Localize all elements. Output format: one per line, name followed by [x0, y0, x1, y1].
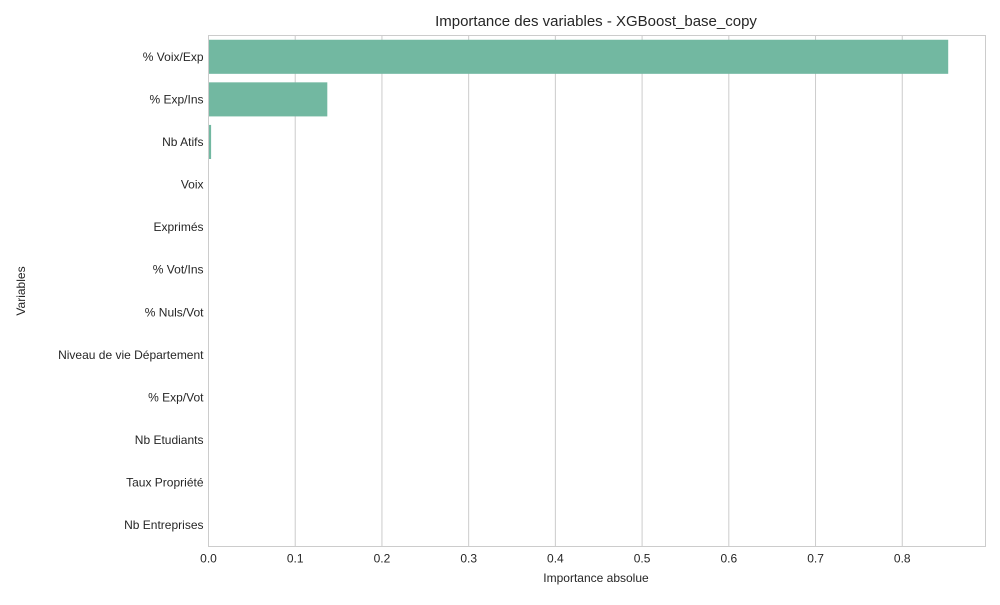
y-tick-label: Niveau de vie Département — [58, 348, 204, 362]
chart-title: Importance des variables - XGBoost_base_… — [435, 13, 757, 30]
x-axis-label: Importance absolue — [543, 571, 649, 585]
x-tick-label: 0.6 — [720, 552, 737, 566]
x-tick-label: 0.8 — [894, 552, 911, 566]
y-tick-label: Voix — [181, 178, 204, 192]
bar-exp-ins — [208, 82, 328, 117]
y-tick-label: Taux Propriété — [126, 476, 204, 490]
x-tick-label: 0.0 — [200, 552, 217, 566]
grid — [208, 35, 903, 547]
x-tick-label: 0.1 — [287, 552, 304, 566]
x-tick-label: 0.4 — [547, 552, 564, 566]
y-tick-labels: % Voix/Exp % Exp/Ins Nb Atifs Voix Exprimés%… — [58, 50, 204, 532]
x-tick-label: 0.2 — [374, 552, 391, 566]
bar-nb-atifs — [208, 124, 212, 159]
y-tick-label: Nb Etudiants — [135, 433, 204, 447]
y-tick-label: Nb Atifs — [162, 135, 203, 149]
y-tick-label: % Exp/Ins — [149, 92, 203, 106]
y-tick-label: Exprimés — [153, 220, 203, 234]
y-tick-label: % Exp/Vot — [148, 390, 204, 404]
plot-frame — [208, 35, 986, 547]
y-tick-label: % Voix/Exp — [143, 50, 204, 64]
y-tick-label: Nb Entreprises — [124, 518, 203, 532]
x-tick-label: 0.3 — [460, 552, 477, 566]
bars — [208, 39, 949, 159]
y-tick-label: % Nuls/Vot — [145, 305, 204, 319]
x-tick-label: 0.7 — [807, 552, 824, 566]
x-tick-label: 0.5 — [634, 552, 651, 566]
y-axis-label: Variables — [14, 266, 28, 315]
y-tick-label: % Vot/Ins — [153, 263, 204, 277]
bar-voix-exp — [208, 39, 949, 74]
x-tick-labels: 0.0 0.1 0.2 0.3 0.4 0.5 0.6 0.7 0.8 — [200, 552, 911, 566]
